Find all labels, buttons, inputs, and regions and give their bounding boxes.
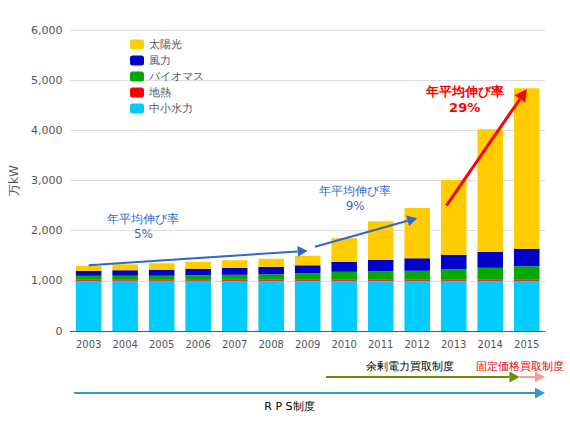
svg-text:2008: 2008	[258, 339, 283, 350]
svg-text:2012: 2012	[404, 339, 429, 350]
svg-text:6,000: 6,000	[31, 24, 63, 37]
svg-text:地熱: 地熱	[148, 86, 171, 99]
svg-text:5%: 5%	[134, 227, 153, 241]
svg-text:2015: 2015	[514, 339, 539, 350]
svg-text:2005: 2005	[149, 339, 174, 350]
svg-text:R P S制度: R P S制度	[264, 400, 314, 413]
svg-text:2007: 2007	[222, 339, 247, 350]
svg-text:太陽光: 太陽光	[149, 38, 182, 51]
svg-text:バイオマス: バイオマス	[148, 70, 204, 83]
svg-text:9%: 9%	[346, 199, 365, 213]
svg-text:風力: 風力	[149, 54, 171, 67]
svg-text:年平均伸び率: 年平均伸び率	[425, 84, 504, 99]
svg-text:4,000: 4,000	[31, 124, 63, 137]
svg-text:2011: 2011	[368, 339, 393, 350]
svg-text:5,000: 5,000	[31, 74, 63, 87]
svg-text:0: 0	[55, 325, 62, 338]
svg-text:余剰電力買取制度: 余剰電力買取制度	[366, 360, 454, 373]
svg-text:年平均伸び率: 年平均伸び率	[107, 212, 179, 226]
svg-text:2010: 2010	[331, 339, 356, 350]
svg-text:固定価格買取制度: 固定価格買取制度	[476, 360, 564, 373]
svg-text:万kW: 万kW	[7, 165, 21, 196]
svg-text:2013: 2013	[441, 339, 466, 350]
svg-text:2004: 2004	[112, 339, 137, 350]
svg-text:29%: 29%	[449, 100, 480, 115]
svg-text:1,000: 1,000	[31, 274, 63, 287]
svg-text:2006: 2006	[185, 339, 210, 350]
svg-text:2003: 2003	[76, 339, 101, 350]
svg-text:3,000: 3,000	[31, 174, 63, 187]
svg-text:年平均伸び率: 年平均伸び率	[319, 184, 391, 198]
svg-text:2009: 2009	[295, 339, 320, 350]
svg-text:2,000: 2,000	[31, 224, 63, 237]
svg-text:中小水力: 中小水力	[149, 102, 193, 115]
svg-text:2014: 2014	[478, 339, 503, 350]
